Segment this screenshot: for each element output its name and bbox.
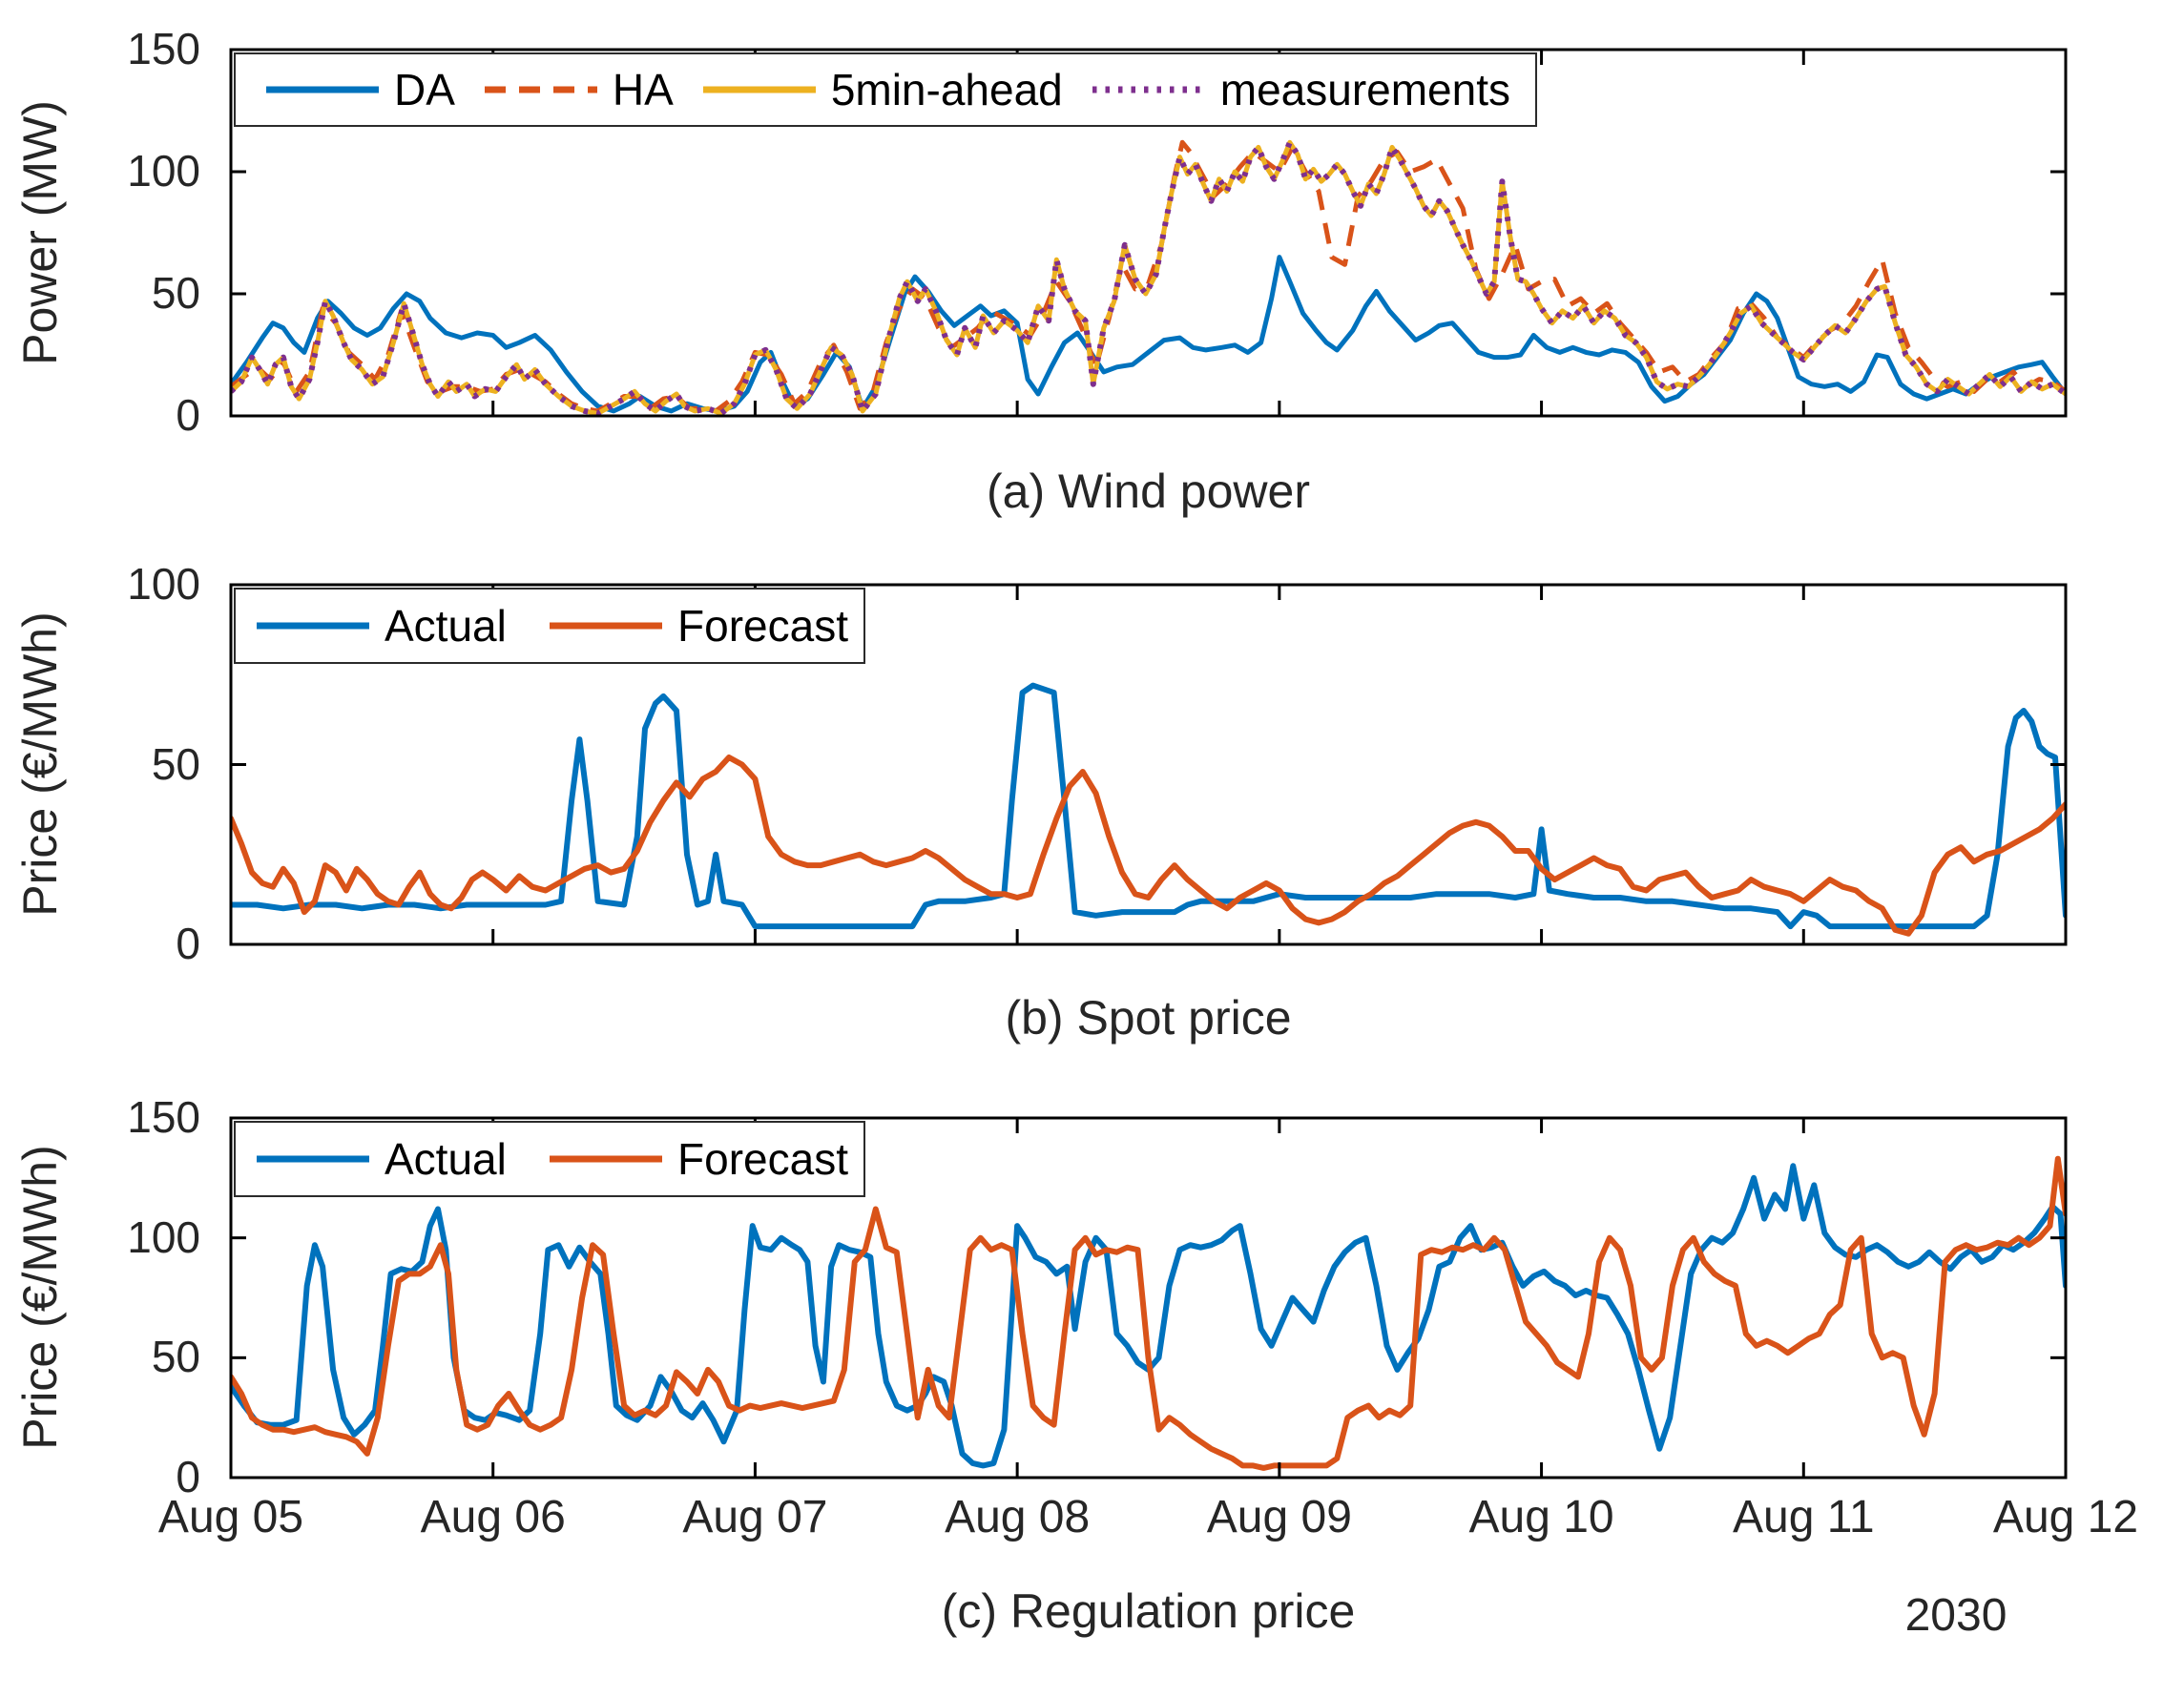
legend-label: Forecast (677, 601, 848, 651)
legend-item-5min-ahead: 5min-ahead (701, 64, 1063, 115)
wind-power-y-tick-label-0: 0 (176, 390, 200, 440)
legend-regulation-price: Actual Forecast (234, 1121, 865, 1197)
regulation-price-y-tick-label-50: 50 (151, 1332, 200, 1382)
spot-price-y-tick-label-0: 0 (176, 919, 200, 968)
regulation-price-series-group (231, 1155, 2066, 1471)
legend-label: 5min-ahead (830, 65, 1063, 114)
spot-price-y-tick-label-50: 50 (151, 738, 200, 789)
legend-label: Actual (385, 1134, 507, 1184)
spot-price-series-group (231, 682, 2066, 937)
legend-spot-price: Actual Forecast (234, 588, 865, 664)
regulation-price-series-forecast-line (231, 1155, 2066, 1471)
actual-line-sample-icon (257, 622, 369, 630)
spot-price-y-tick-label-100: 100 (127, 559, 200, 609)
legend-item-forecast: Forecast (548, 1133, 848, 1185)
legend-item-actual: Actual (255, 1133, 507, 1185)
wind-power-y-tick-label-100: 100 (127, 146, 200, 196)
x-tick-label-aug-10: Aug 10 (1468, 1492, 1614, 1542)
subplot-title-regulation-price: (c) Regulation price (941, 1584, 1356, 1638)
legend-item-forecast: Forecast (548, 600, 848, 652)
subplot-title-spot-price: (b) Spot price (1005, 991, 1292, 1045)
regulation-price-y-tick-label-0: 0 (176, 1452, 200, 1501)
legend-item-da: DA (264, 64, 455, 115)
x-tick-label-aug-11: Aug 11 (1732, 1492, 1875, 1542)
x-tick-label-aug-09: Aug 09 (1206, 1492, 1352, 1542)
regulation-price-y-tick-label-100: 100 (127, 1211, 200, 1262)
x-tick-label-aug-06: Aug 06 (420, 1492, 566, 1542)
wind-power-series-da-line (231, 255, 2066, 414)
wind-power-y-tick-label-50: 50 (151, 268, 200, 318)
legend-label: Forecast (677, 1134, 848, 1184)
ha-line-sample-icon (484, 86, 597, 93)
wind-power-series-group (231, 139, 2066, 416)
x-tick-label-aug-08: Aug 08 (945, 1492, 1091, 1542)
x-tick-label-aug-07: Aug 07 (682, 1492, 828, 1542)
regulation-price-plot-frame (229, 1116, 2068, 1480)
regulation-price-y-tick-label-150: 150 (127, 1092, 200, 1142)
forecast-line-sample-icon (550, 622, 663, 630)
legend-item-actual: Actual (255, 600, 507, 652)
wind-power-plot-frame (229, 48, 2068, 418)
legend-label: DA (394, 65, 455, 114)
5min-ahead-line-sample-icon (702, 86, 816, 93)
wind-power-series-ha-line (231, 139, 2066, 414)
legend-label: Actual (385, 601, 507, 651)
forecast-line-sample-icon (550, 1155, 663, 1163)
spot-price-series-actual-line (231, 682, 2066, 930)
x-tick-label-aug-12: Aug 12 (1992, 1492, 2139, 1542)
x-axis-year-label: 2030 (1904, 1590, 2007, 1641)
legend-wind-power: DA HA 5min-ahead measurements (234, 52, 1537, 127)
spot-price-series-forecast-line (231, 755, 2066, 937)
wind-power-y-tick-label-150: 150 (127, 24, 200, 73)
legend-item-measurements: measurements (1091, 64, 1510, 115)
subplot-title-wind-power: (a) Wind power (987, 465, 1310, 518)
legend-label: HA (612, 65, 674, 114)
wind-power-series-measurements-line (231, 139, 2066, 416)
y-axis-label-wind-power: Power (MW) (13, 100, 67, 365)
measurements-line-sample-icon (1092, 86, 1205, 93)
legend-item-ha: HA (483, 64, 674, 115)
legend-label: measurements (1219, 65, 1510, 114)
da-line-sample-icon (266, 86, 379, 93)
actual-line-sample-icon (257, 1155, 369, 1163)
regulation-price-series-actual-line (231, 1163, 2066, 1469)
x-tick-label-aug-05: Aug 05 (157, 1492, 304, 1542)
